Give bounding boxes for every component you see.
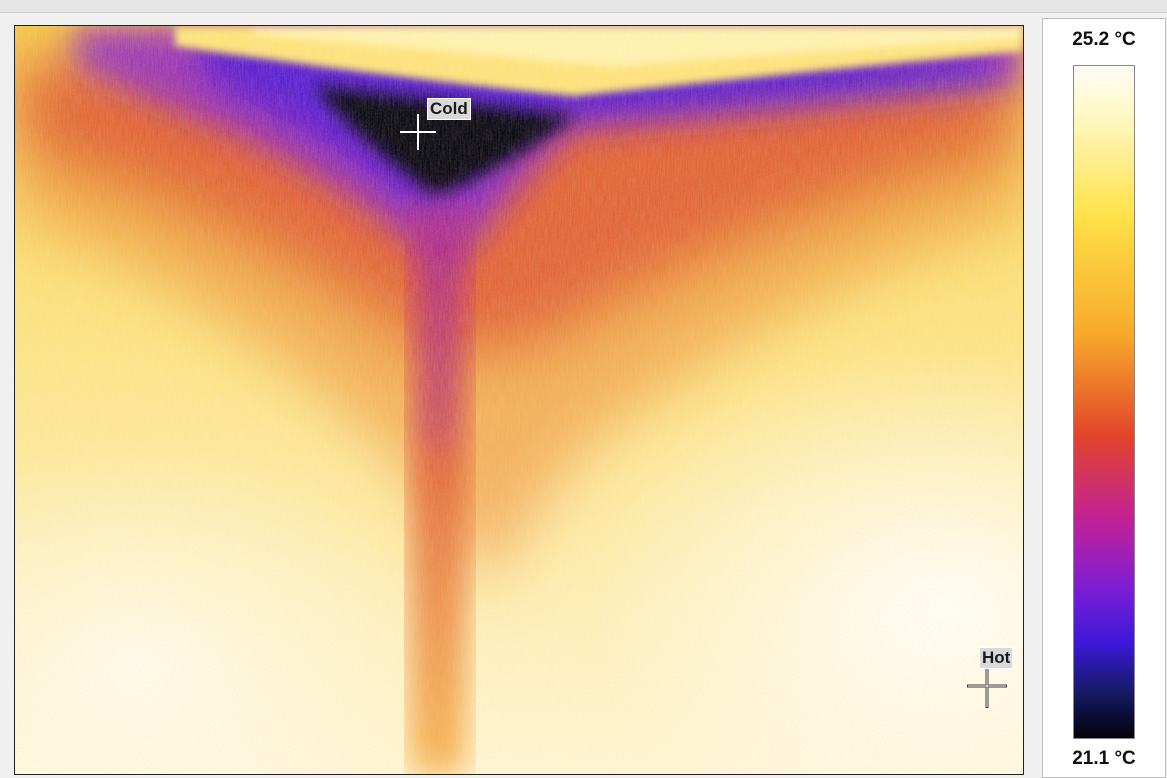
cold-marker-label: Cold xyxy=(427,98,471,120)
crosshair-icon xyxy=(400,114,436,150)
crosshair-icon xyxy=(967,668,1007,708)
hot-marker-label: Hot xyxy=(979,647,1014,669)
scale-min-label: 21.1 °C xyxy=(1072,748,1136,769)
scale-max-label: 25.2 °C xyxy=(1072,29,1136,50)
thermal-image xyxy=(15,26,1023,774)
thermal-image-view[interactable]: Cold Hot xyxy=(14,25,1024,775)
temperature-scale: 25.2 °C 21.1 °C xyxy=(1042,18,1166,778)
color-scale-bar xyxy=(1073,65,1135,739)
window-top-strip xyxy=(0,0,1167,13)
